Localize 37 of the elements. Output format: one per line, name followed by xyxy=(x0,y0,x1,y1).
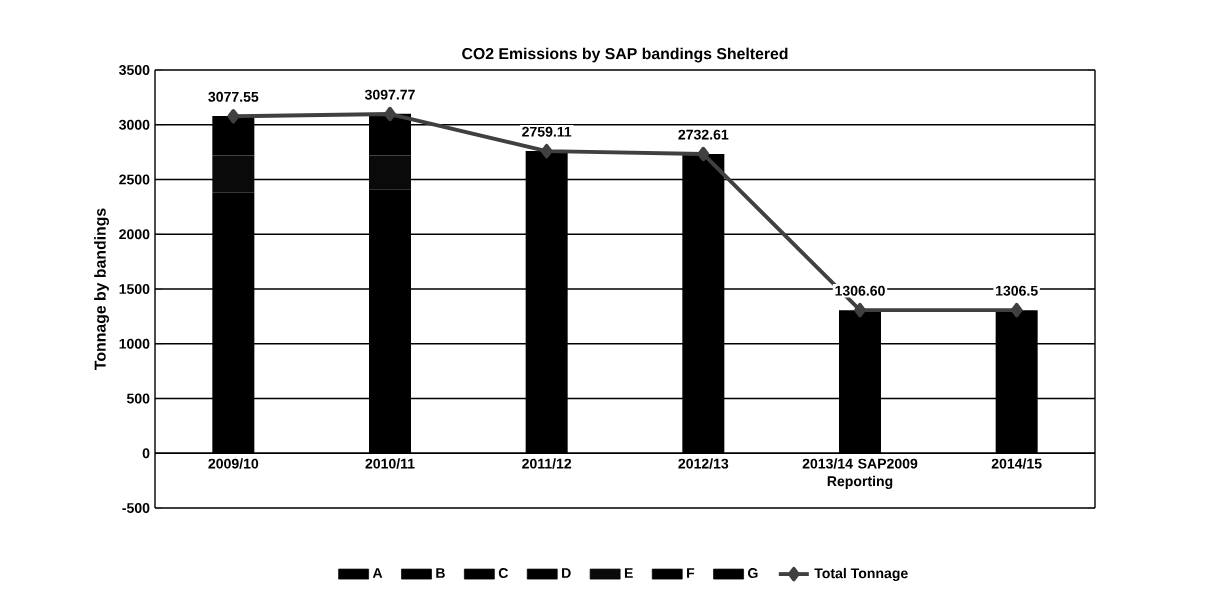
y-tick-label: 1500 xyxy=(119,284,150,294)
legend-label: F xyxy=(687,568,695,578)
y-tick-label: 500 xyxy=(126,393,150,404)
legend-label: B xyxy=(436,568,445,578)
legend-label: A xyxy=(372,568,383,578)
x-tick-label: 2013/14 SAP2009 Reporting xyxy=(802,458,918,490)
y-tick-label: 3500 xyxy=(119,65,150,75)
x-tick-label: 2014/15 xyxy=(991,458,1042,469)
legend-label: Total Tonnage xyxy=(814,567,908,582)
point xyxy=(697,146,710,162)
point xyxy=(854,302,866,318)
point xyxy=(227,109,240,124)
data-label: 1306.5 xyxy=(996,285,1038,296)
data-label: 2732.61 xyxy=(678,129,729,140)
legend-label: C xyxy=(498,568,508,579)
y-tick-label: 0 xyxy=(142,448,150,459)
point xyxy=(1010,302,1023,318)
y-tick-label: -500 xyxy=(122,503,150,513)
y-tick-label: 3000 xyxy=(119,119,150,130)
x-tick-label: 2009/10 xyxy=(208,458,259,469)
data-label: 1306.60 xyxy=(835,285,885,296)
y-tick-label: 2500 xyxy=(119,174,150,185)
point xyxy=(384,106,396,122)
x-tick-label: 2010/11 xyxy=(365,458,415,469)
point xyxy=(540,143,553,159)
x-tick-label: 2012/13 xyxy=(678,458,729,469)
y-tick-label: 2000 xyxy=(119,229,150,240)
data-label: 3097.77 xyxy=(364,89,415,100)
data-label: 2759.11 xyxy=(522,126,572,137)
legend-label: G xyxy=(748,568,758,579)
data-label: 3077.55 xyxy=(208,91,259,102)
legend-label: E xyxy=(624,568,633,578)
y-axis-title: Tonnage by bandings xyxy=(94,208,109,370)
y-tick-label: 1000 xyxy=(119,338,150,349)
x-tick-label: 2011/12 xyxy=(522,458,572,469)
chart-title: CO2 Emissions by SAP bandings Sheltered xyxy=(462,47,788,63)
legend-label: D xyxy=(562,568,571,578)
